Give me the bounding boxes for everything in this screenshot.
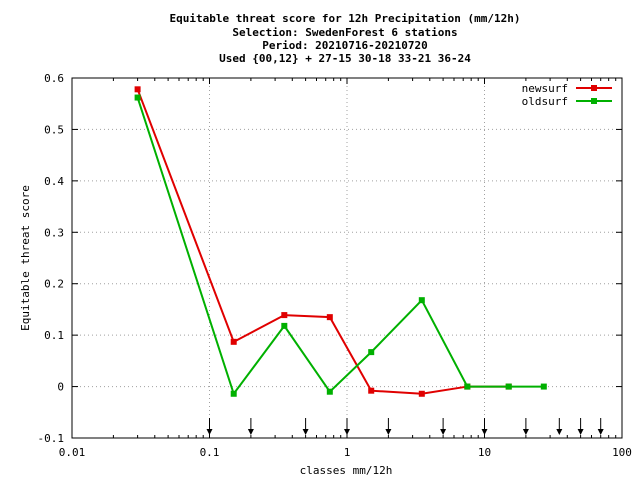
data-point-oldsurf bbox=[418, 297, 425, 304]
threshold-arrow-head bbox=[206, 429, 213, 435]
y-tick-label: 0.6 bbox=[44, 72, 64, 85]
y-tick-label: 0.3 bbox=[44, 226, 64, 239]
series-line-newsurf bbox=[136, 88, 509, 395]
x-tick-label: 10 bbox=[478, 446, 491, 459]
legend-label-oldsurf: oldsurf bbox=[522, 95, 568, 108]
threshold-arrows bbox=[206, 418, 604, 435]
data-point-newsurf bbox=[418, 390, 425, 397]
y-axis-label: Equitable threat score bbox=[19, 185, 32, 331]
data-point-oldsurf bbox=[540, 383, 547, 390]
axes: -0.1 0 0.1 0.2 0.3 0.4 0.5 0.6 0.01 0.1 1 10 100 bbox=[38, 72, 632, 459]
y-tick-label: 0.2 bbox=[44, 278, 64, 291]
data-point-oldsurf bbox=[326, 388, 333, 395]
threshold-arrow-head bbox=[577, 429, 584, 435]
chart-title-block: Equitable threat score for 12h Precipita… bbox=[170, 12, 521, 65]
data-point-oldsurf bbox=[134, 94, 141, 101]
x-axis-label: classes mm/12h bbox=[300, 464, 393, 477]
threshold-arrow-head bbox=[385, 429, 392, 435]
threshold-arrow-head bbox=[247, 429, 254, 435]
data-point-newsurf bbox=[326, 314, 333, 321]
y-tick-label: 0.5 bbox=[44, 123, 64, 136]
threshold-arrow-head bbox=[302, 429, 309, 435]
threshold-arrow-head bbox=[556, 429, 563, 435]
y-tick-label: 0.1 bbox=[44, 329, 64, 342]
y-tick-label: 0.4 bbox=[44, 175, 64, 188]
grid bbox=[72, 78, 622, 438]
chart-subtitle-selection: Selection: SwedenForest 6 stations bbox=[232, 26, 457, 39]
y-tick-label: 0 bbox=[57, 381, 64, 394]
data-point-oldsurf bbox=[230, 390, 237, 397]
data-point-newsurf bbox=[134, 86, 141, 93]
series-line-oldsurf bbox=[136, 97, 544, 396]
threshold-arrow-head bbox=[522, 429, 529, 435]
data-point-newsurf bbox=[230, 338, 237, 345]
chart-title: Equitable threat score for 12h Precipita… bbox=[170, 12, 521, 25]
x-tick-label: 0.1 bbox=[200, 446, 220, 459]
data-point-oldsurf bbox=[464, 383, 471, 390]
legend-marker-oldsurf bbox=[591, 98, 597, 104]
chart-subtitle-used: Used {00,12} + 27-15 30-18 33-21 36-24 bbox=[219, 52, 471, 65]
data-point-oldsurf bbox=[505, 383, 512, 390]
y-tick-label: -0.1 bbox=[38, 432, 65, 445]
x-tick-label: 0.01 bbox=[59, 446, 86, 459]
data-point-newsurf bbox=[281, 312, 288, 319]
chart-subtitle-period: Period: 20210716-20210720 bbox=[262, 39, 428, 52]
x-tick-label: 1 bbox=[344, 446, 351, 459]
data-point-newsurf bbox=[368, 387, 375, 394]
threshold-arrow-head bbox=[344, 429, 350, 435]
legend-label-newsurf: newsurf bbox=[522, 82, 568, 95]
data-point-oldsurf bbox=[368, 349, 375, 356]
threshold-arrow-head bbox=[440, 429, 447, 435]
threshold-arrow-head bbox=[481, 429, 488, 435]
x-tick-label: 100 bbox=[612, 446, 632, 459]
series-layer bbox=[134, 86, 547, 397]
threshold-arrow-head bbox=[597, 429, 604, 435]
legend-marker-newsurf bbox=[591, 85, 597, 91]
data-point-oldsurf bbox=[281, 322, 288, 329]
